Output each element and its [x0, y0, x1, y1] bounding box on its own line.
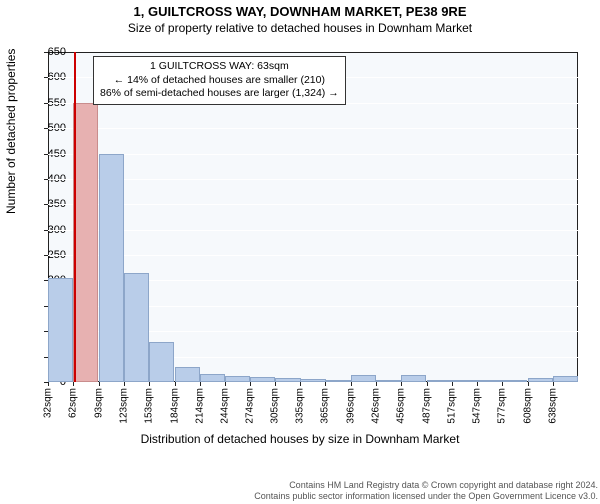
xtick-label: 426sqm	[371, 388, 382, 424]
footer: Contains HM Land Registry data © Crown c…	[0, 480, 600, 502]
histogram-bar	[528, 378, 553, 382]
xtick-label: 93sqm	[93, 388, 104, 418]
histogram-bar	[225, 376, 250, 382]
histogram-bar	[300, 379, 325, 382]
xtick-mark	[250, 382, 251, 386]
xtick-mark	[477, 382, 478, 386]
histogram-bar	[250, 377, 275, 382]
xtick-label: 305sqm	[270, 388, 281, 424]
highlight-line	[74, 52, 76, 382]
xtick-mark	[427, 382, 428, 386]
info-line-3: 86% of semi-detached houses are larger (…	[100, 87, 339, 101]
xtick-label: 62sqm	[67, 388, 78, 418]
xtick-label: 153sqm	[143, 388, 154, 424]
xtick-label: 32sqm	[43, 388, 54, 418]
ytick-label: 650	[26, 46, 66, 58]
xtick-mark	[553, 382, 554, 386]
xtick-label: 184sqm	[169, 388, 180, 424]
histogram-bar	[553, 376, 578, 382]
histogram-bar	[48, 278, 73, 382]
histogram-bar	[175, 367, 200, 382]
histogram-bar	[124, 273, 149, 382]
footer-line-1: Contains HM Land Registry data © Crown c…	[0, 480, 598, 491]
xtick-label: 456sqm	[396, 388, 407, 424]
xtick-mark	[325, 382, 326, 386]
xtick-label: 517sqm	[446, 388, 457, 424]
xtick-mark	[99, 382, 100, 386]
xtick-mark	[200, 382, 201, 386]
xtick-label: 487sqm	[421, 388, 432, 424]
histogram-bar	[149, 342, 174, 382]
xtick-mark	[300, 382, 301, 386]
xtick-label: 638sqm	[547, 388, 558, 424]
histogram-bar	[401, 375, 426, 382]
gridline	[48, 255, 578, 256]
histogram-bar	[200, 374, 225, 382]
gridline	[48, 179, 578, 180]
xtick-label: 123sqm	[118, 388, 129, 424]
y-axis-label: Number of detached properties	[4, 49, 18, 214]
xtick-mark	[502, 382, 503, 386]
chart-title: 1, GUILTCROSS WAY, DOWNHAM MARKET, PE38 …	[0, 4, 600, 19]
xtick-label: 214sqm	[194, 388, 205, 424]
histogram-bar	[376, 380, 401, 382]
gridline	[48, 128, 578, 129]
xtick-mark	[528, 382, 529, 386]
gridline	[48, 154, 578, 155]
highlight-info-box: 1 GUILTCROSS WAY: 63sqm← 14% of detached…	[93, 56, 346, 105]
gridline	[48, 230, 578, 231]
histogram-bar	[452, 380, 477, 382]
xtick-mark	[452, 382, 453, 386]
info-line-1: 1 GUILTCROSS WAY: 63sqm	[100, 60, 339, 74]
xtick-mark	[124, 382, 125, 386]
xtick-label: 274sqm	[244, 388, 255, 424]
xtick-label: 335sqm	[295, 388, 306, 424]
histogram-bar	[275, 378, 300, 382]
xtick-mark	[225, 382, 226, 386]
histogram-bar	[325, 380, 350, 382]
chart-subtitle: Size of property relative to detached ho…	[0, 21, 600, 35]
xtick-mark	[73, 382, 74, 386]
gridline	[48, 204, 578, 205]
xtick-label: 577sqm	[496, 388, 507, 424]
xtick-mark	[275, 382, 276, 386]
chart-area: 32sqm62sqm93sqm123sqm153sqm184sqm214sqm2…	[48, 52, 578, 382]
xtick-mark	[376, 382, 377, 386]
xtick-label: 608sqm	[522, 388, 533, 424]
xtick-label: 365sqm	[320, 388, 331, 424]
info-line-2: ← 14% of detached houses are smaller (21…	[100, 74, 339, 88]
histogram-bar	[99, 154, 124, 382]
histogram-bar	[477, 380, 502, 382]
xtick-label: 396sqm	[346, 388, 357, 424]
xtick-label: 547sqm	[471, 388, 482, 424]
footer-line-2: Contains public sector information licen…	[0, 491, 598, 502]
histogram-bar	[502, 380, 527, 382]
histogram-bar	[351, 375, 376, 382]
xtick-mark	[149, 382, 150, 386]
xtick-mark	[401, 382, 402, 386]
x-axis-label: Distribution of detached houses by size …	[0, 432, 600, 446]
xtick-mark	[351, 382, 352, 386]
histogram-bar	[73, 103, 98, 382]
xtick-label: 244sqm	[219, 388, 230, 424]
histogram-bar	[427, 380, 452, 382]
xtick-mark	[175, 382, 176, 386]
